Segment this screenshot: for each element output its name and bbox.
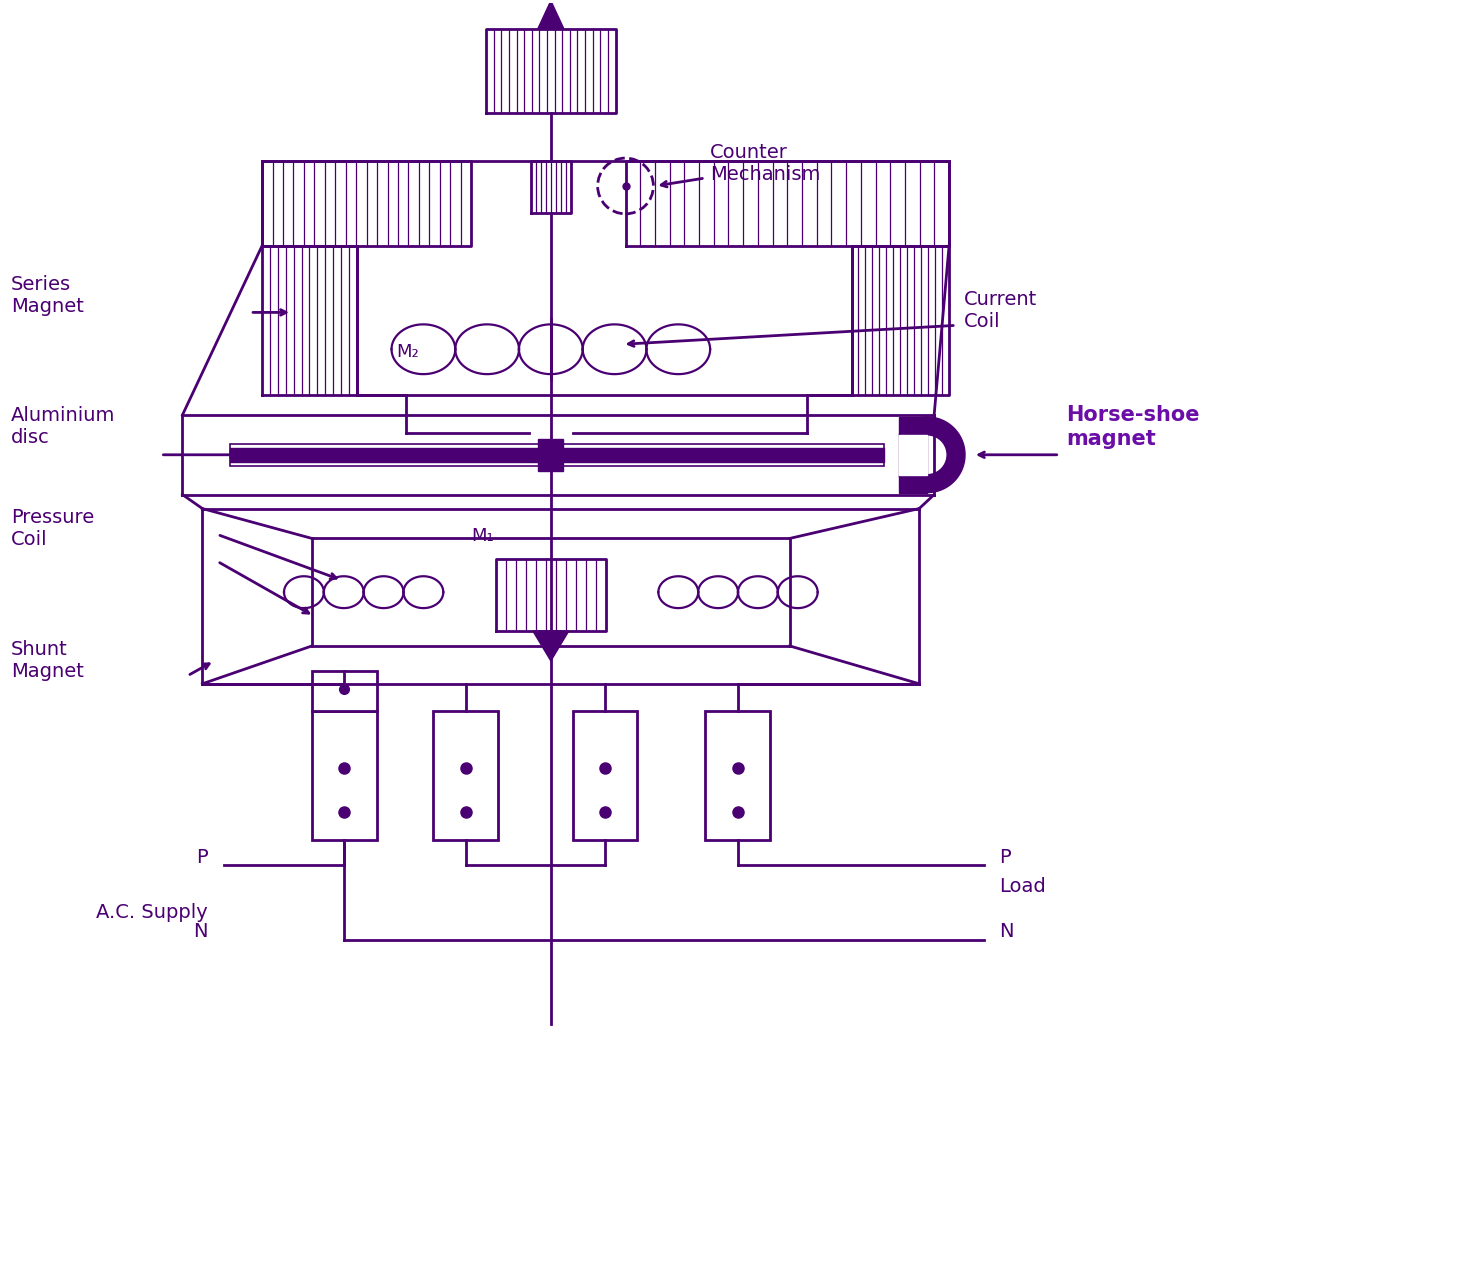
Bar bbox=[312, 671, 376, 710]
Text: Pressure
Coil: Pressure Coil bbox=[12, 508, 95, 549]
Bar bbox=[899, 417, 927, 436]
Bar bbox=[230, 444, 884, 466]
Bar bbox=[312, 710, 376, 841]
Text: M₂: M₂ bbox=[397, 343, 419, 361]
Polygon shape bbox=[533, 630, 569, 661]
Polygon shape bbox=[538, 1, 564, 29]
Text: P: P bbox=[195, 847, 207, 866]
Text: Horse-shoe
magnet: Horse-shoe magnet bbox=[1066, 405, 1200, 448]
Text: M₁: M₁ bbox=[471, 528, 495, 546]
Bar bbox=[230, 448, 884, 462]
Bar bbox=[573, 710, 637, 841]
Text: P: P bbox=[998, 847, 1010, 866]
Bar bbox=[899, 436, 927, 475]
Text: Counter
Mechanism: Counter Mechanism bbox=[709, 143, 820, 184]
Text: A.C. Supply: A.C. Supply bbox=[96, 903, 207, 922]
Bar bbox=[899, 433, 927, 477]
Text: N: N bbox=[193, 922, 207, 941]
Bar bbox=[899, 475, 927, 492]
Bar bbox=[539, 439, 563, 471]
Text: N: N bbox=[998, 922, 1013, 941]
Text: Aluminium
disc: Aluminium disc bbox=[12, 406, 116, 447]
Text: Series
Magnet: Series Magnet bbox=[12, 275, 84, 316]
Text: Shunt
Magnet: Shunt Magnet bbox=[12, 641, 84, 681]
Polygon shape bbox=[915, 417, 966, 492]
Bar bbox=[705, 710, 770, 841]
Text: Current
Coil: Current Coil bbox=[964, 290, 1037, 330]
Text: Load: Load bbox=[998, 877, 1046, 896]
Bar bbox=[434, 710, 498, 841]
